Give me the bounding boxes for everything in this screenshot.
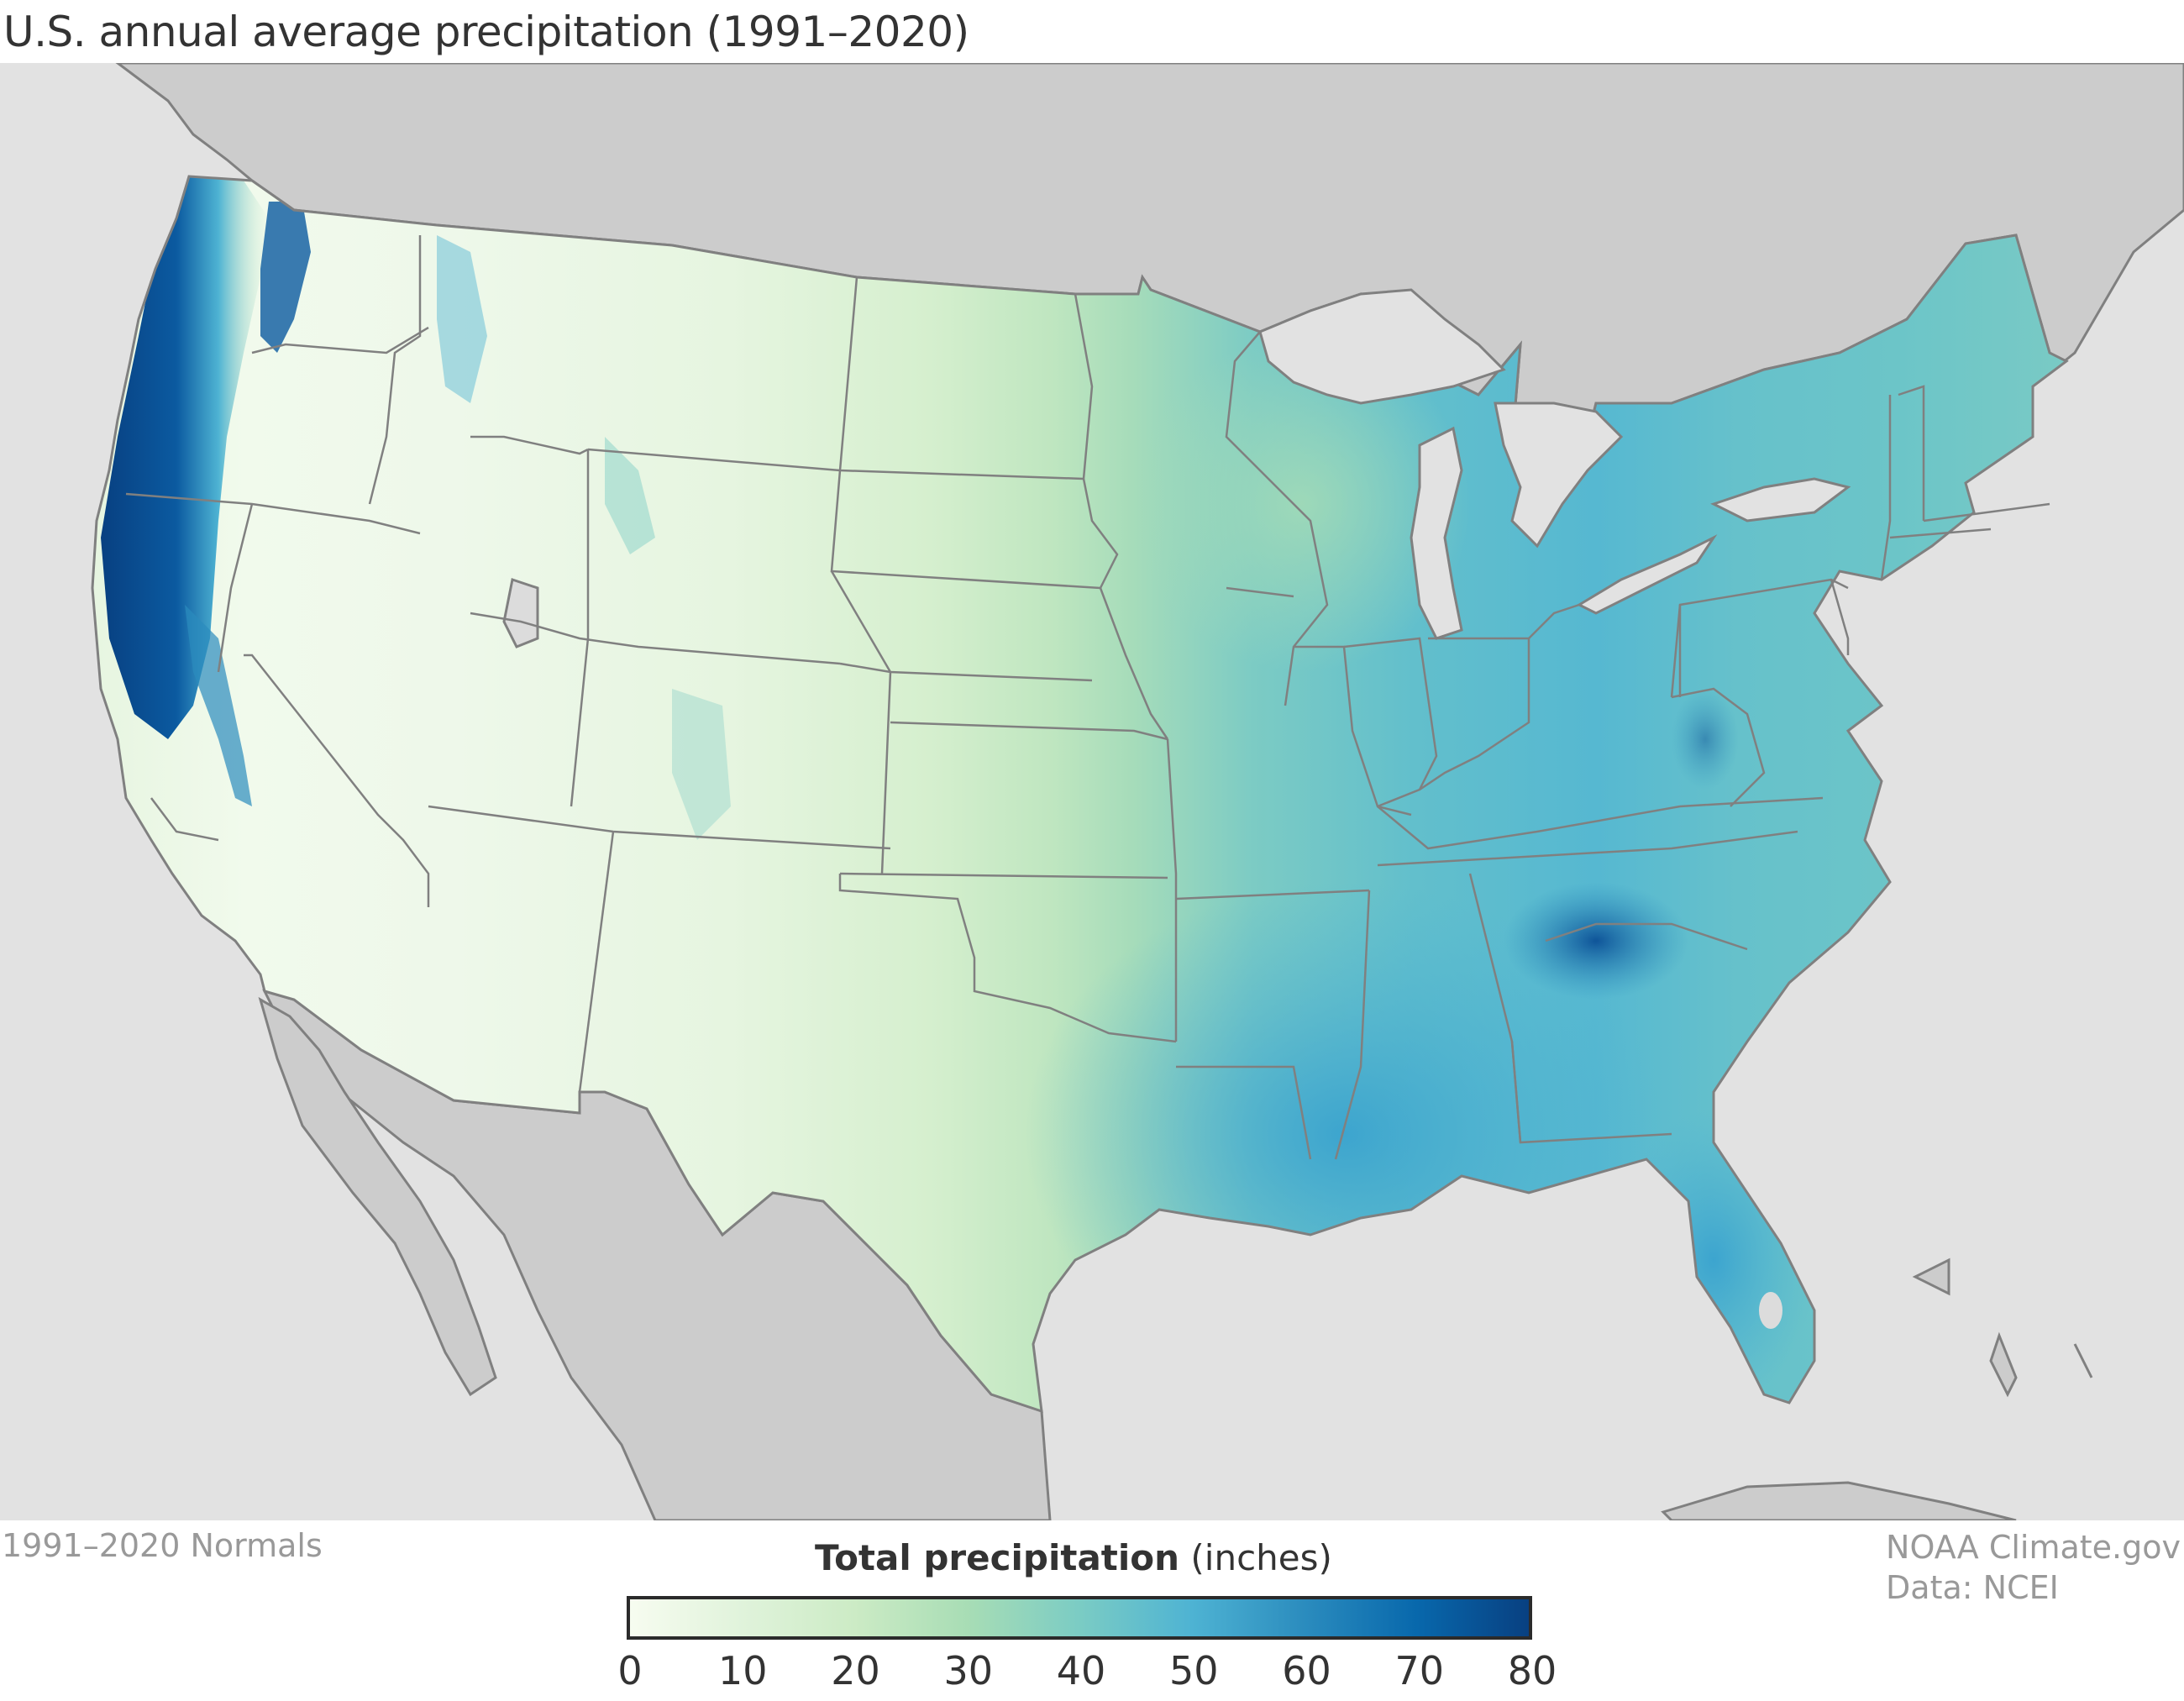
legend-tick: 60 (1282, 1648, 1331, 1693)
legend-tick: 0 (617, 1648, 643, 1693)
credits: NOAA Climate.gov Data: NCEI (1886, 1527, 2181, 1608)
legend-tick: 40 (1056, 1648, 1106, 1693)
cuba-land (1661, 1481, 2017, 1520)
legend-title-bold: Total precipitation (815, 1537, 1180, 1578)
lake-michigan (1410, 426, 1463, 640)
lake-okeechobee (1759, 1292, 1782, 1329)
map-svg (91, 63, 2184, 1520)
bahamas-islands (1912, 1257, 2093, 1398)
legend-ticks: 0 10 20 30 40 50 60 70 80 (617, 1648, 1557, 1698)
credit-data: Data: NCEI (1886, 1569, 2059, 1606)
lake-ontario (1710, 477, 1851, 522)
baja-peninsula (258, 996, 497, 1397)
map-title: U.S. annual average precipitation (1991–… (3, 8, 969, 56)
lake-huron (1494, 402, 1624, 549)
lake-superior (1258, 288, 1506, 405)
lake-erie (1576, 534, 1718, 615)
legend-tick: 30 (943, 1648, 994, 1693)
great-salt-lake (502, 578, 539, 648)
precipitation-map (0, 63, 2184, 1520)
legend-tick: 20 (831, 1648, 880, 1693)
credit-source: NOAA Climate.gov (1886, 1529, 2181, 1566)
state-boundaries (125, 235, 2050, 1160)
legend-tick: 80 (1507, 1648, 1557, 1693)
legend-title-unit: (inches) (1190, 1537, 1332, 1578)
legend-title: Total precipitation (inches) (815, 1537, 1332, 1578)
legend-tick: 10 (717, 1648, 768, 1693)
normals-note: 1991–2020 Normals (2, 1527, 323, 1564)
legend-tick: 50 (1168, 1648, 1219, 1693)
legend-tick: 70 (1394, 1648, 1445, 1693)
legend-colorbar (627, 1596, 1532, 1640)
